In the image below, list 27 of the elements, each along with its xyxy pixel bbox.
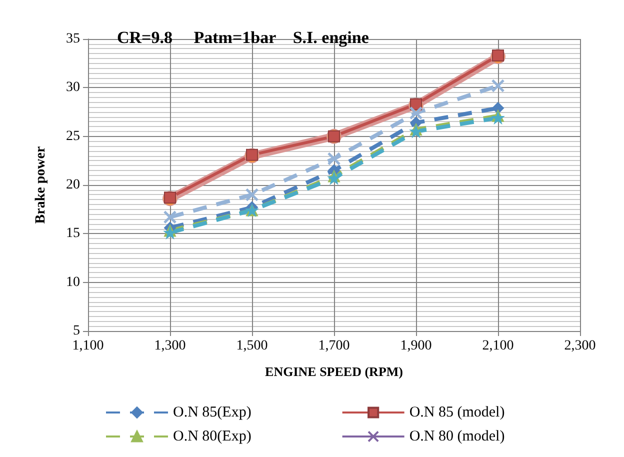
y-tick-label: 35 — [66, 32, 80, 46]
y-tick-label: 5 — [73, 324, 80, 338]
y-axis-title: Brake power — [34, 146, 48, 224]
legend-label: O.N 85 (model) — [409, 404, 505, 420]
y-tick-label: 10 — [66, 274, 80, 290]
x-tick-label: 1,500 — [236, 338, 268, 354]
y-tick-label: 25 — [66, 128, 80, 144]
point — [409, 106, 423, 120]
x-tick-label: 1,100 — [72, 338, 104, 354]
x-tick-label: 2,100 — [482, 338, 514, 354]
x-tick-label: 2,300 — [564, 338, 596, 354]
legend-label: O.N 80(Exp) — [173, 428, 252, 444]
legend-label: O.N 85(Exp) — [173, 404, 252, 420]
y-tick-label: 20 — [66, 178, 80, 192]
point — [492, 102, 504, 114]
chart-title: CR=9.8 Patm=1bar S.I. engine — [117, 28, 370, 47]
point — [245, 188, 259, 202]
point — [491, 78, 505, 92]
y-tick-label: 15 — [66, 226, 80, 242]
y-tick-label: 30 — [66, 80, 80, 96]
point — [163, 210, 177, 224]
x-tick-label: 1,700 — [318, 338, 350, 354]
x-axis-title: ENGINE SPEED (RPM) — [265, 364, 403, 379]
x-tick-label: 1,900 — [400, 338, 432, 354]
legend-label: O.N 80 (model) — [409, 428, 505, 444]
x-tick-label: 1,300 — [154, 338, 186, 354]
point — [327, 152, 341, 166]
